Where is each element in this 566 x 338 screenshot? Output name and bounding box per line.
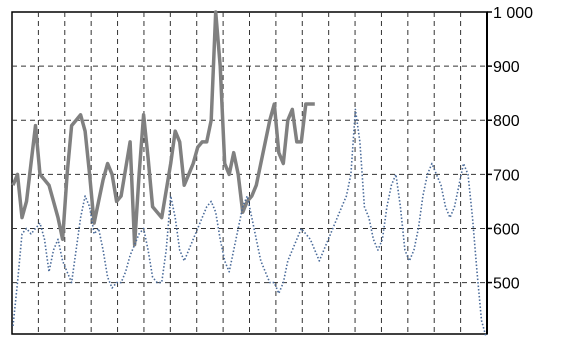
y-axis: 500 600 700 800 900 1 000 xyxy=(486,5,533,334)
y-tick-label: 700 xyxy=(493,167,520,184)
y-tick-label: 600 xyxy=(493,221,520,238)
y-tick-label: 500 xyxy=(493,276,520,293)
y-tick-label: 800 xyxy=(493,113,520,130)
plot-area xyxy=(11,10,488,337)
series-line-solid xyxy=(11,10,315,247)
series-layer xyxy=(11,10,487,337)
gridlines xyxy=(12,12,487,334)
series-line-dotted xyxy=(12,108,487,337)
y-tick-label: 900 xyxy=(493,59,520,76)
y-tick-label: 1 000 xyxy=(493,5,533,22)
